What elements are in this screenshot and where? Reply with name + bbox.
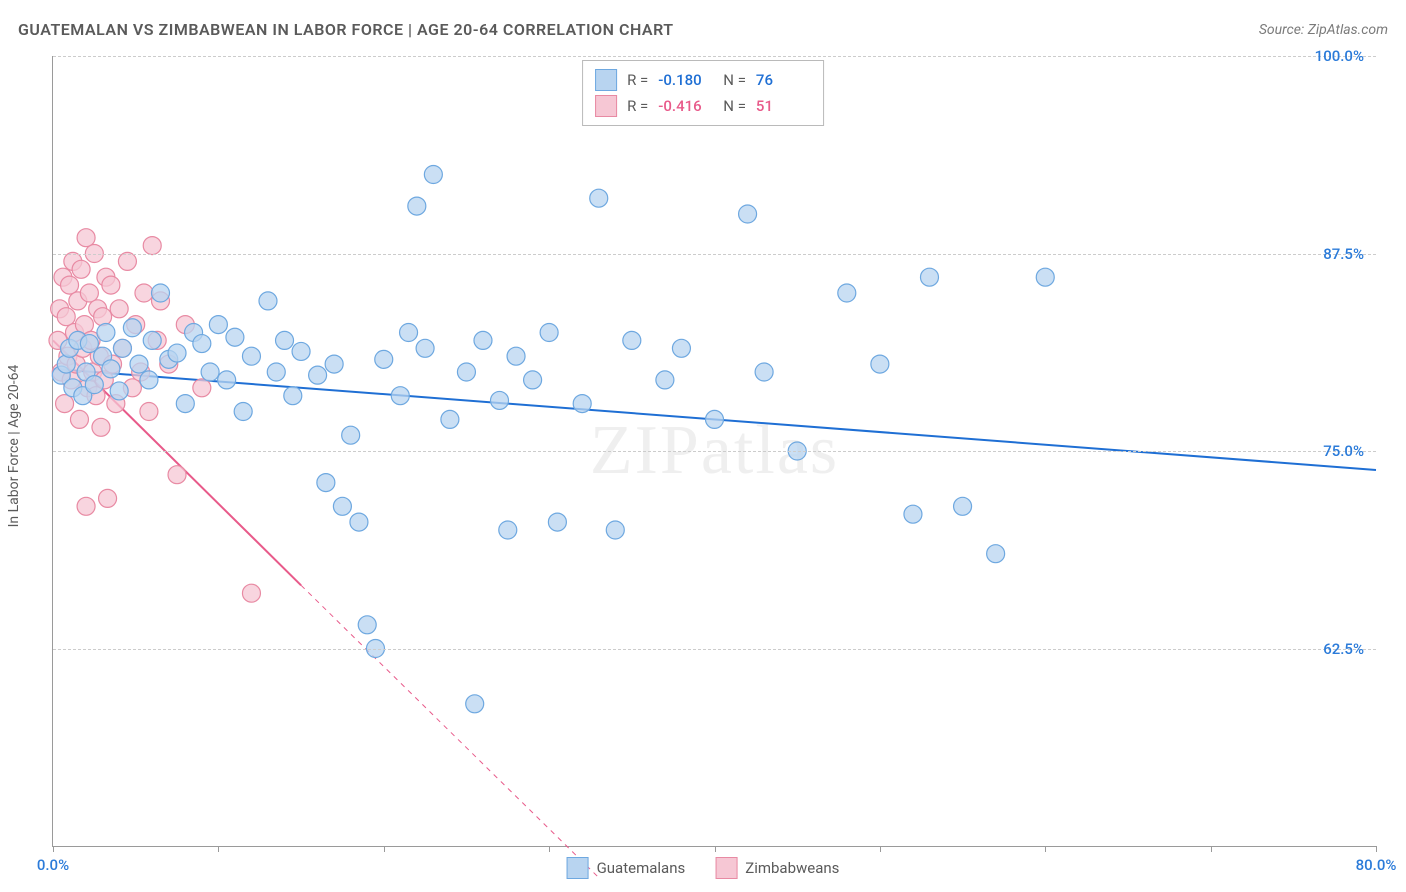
swatch-pink-icon — [715, 857, 737, 879]
swatch-pink — [595, 95, 617, 117]
legend-label-1: Guatemalans — [597, 859, 686, 877]
legend-label-2: Zimbabweans — [745, 859, 839, 877]
ytick-label: 75.0% — [1323, 442, 1364, 460]
r-value-2: -0.416 — [658, 97, 713, 115]
xtick-label: 80.0% — [1356, 856, 1397, 874]
n-value-1: 76 — [756, 71, 811, 89]
chart-title: GUATEMALAN VS ZIMBABWEAN IN LABOR FORCE … — [18, 20, 674, 39]
r-label: R = — [627, 71, 648, 89]
swatch-blue-icon — [567, 857, 589, 879]
r-value-1: -0.180 — [658, 71, 713, 89]
plot-area: ZIPatlas 62.5%75.0%87.5%100.0%0.0%80.0% — [52, 56, 1376, 847]
y-axis-label: In Labor Force | Age 20-64 — [6, 365, 22, 528]
ytick-label: 62.5% — [1323, 640, 1364, 658]
ytick-label: 87.5% — [1323, 245, 1364, 263]
r-label: R = — [627, 97, 648, 115]
legend-item-guatemalans: Guatemalans — [567, 857, 686, 879]
n-value-2: 51 — [756, 97, 811, 115]
swatch-blue — [595, 69, 617, 91]
series-legend: Guatemalans Zimbabweans — [567, 857, 840, 879]
source-label: Source: ZipAtlas.com — [1259, 22, 1388, 38]
legend-row-zimbabweans: R = -0.416 N = 51 — [595, 93, 811, 119]
ytick-label: 100.0% — [1315, 47, 1364, 65]
n-label: N = — [723, 97, 746, 115]
correlation-legend: R = -0.180 N = 76 R = -0.416 N = 51 — [582, 60, 824, 126]
legend-row-guatemalans: R = -0.180 N = 76 — [595, 67, 811, 93]
xtick-label: 0.0% — [37, 856, 69, 874]
legend-item-zimbabweans: Zimbabweans — [715, 857, 839, 879]
n-label: N = — [723, 71, 746, 89]
